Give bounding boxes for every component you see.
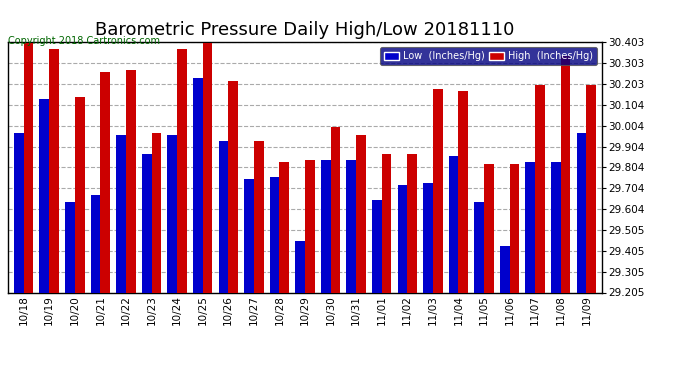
Bar bbox=[474, 202, 484, 292]
Bar bbox=[551, 162, 561, 292]
Bar bbox=[561, 56, 571, 292]
Bar bbox=[382, 154, 391, 292]
Legend: Low  (Inches/Hg), High  (Inches/Hg): Low (Inches/Hg), High (Inches/Hg) bbox=[380, 47, 597, 65]
Bar bbox=[116, 135, 126, 292]
Bar bbox=[577, 133, 586, 292]
Bar bbox=[168, 135, 177, 292]
Bar bbox=[254, 141, 264, 292]
Bar bbox=[23, 43, 33, 292]
Bar bbox=[321, 160, 331, 292]
Bar bbox=[484, 164, 494, 292]
Bar bbox=[14, 133, 23, 292]
Bar bbox=[295, 242, 305, 292]
Bar bbox=[356, 135, 366, 292]
Bar bbox=[305, 160, 315, 292]
Bar bbox=[535, 85, 545, 292]
Bar bbox=[152, 133, 161, 292]
Bar bbox=[397, 185, 407, 292]
Bar bbox=[203, 43, 213, 292]
Bar bbox=[193, 78, 203, 292]
Bar bbox=[448, 156, 458, 292]
Bar bbox=[90, 195, 100, 292]
Bar bbox=[126, 70, 136, 292]
Bar bbox=[510, 164, 520, 292]
Bar bbox=[219, 141, 228, 292]
Bar bbox=[586, 85, 596, 292]
Bar bbox=[39, 99, 49, 292]
Bar bbox=[75, 97, 84, 292]
Bar bbox=[270, 177, 279, 292]
Title: Barometric Pressure Daily High/Low 20181110: Barometric Pressure Daily High/Low 20181… bbox=[95, 21, 515, 39]
Bar bbox=[228, 81, 238, 292]
Bar bbox=[177, 49, 187, 292]
Bar bbox=[244, 179, 254, 292]
Bar bbox=[346, 160, 356, 292]
Bar bbox=[141, 154, 152, 292]
Bar bbox=[372, 200, 382, 292]
Bar bbox=[500, 246, 510, 292]
Bar bbox=[433, 89, 442, 292]
Bar bbox=[49, 49, 59, 292]
Text: Copyright 2018 Cartronics.com: Copyright 2018 Cartronics.com bbox=[8, 36, 160, 46]
Bar bbox=[423, 183, 433, 292]
Bar bbox=[65, 202, 75, 292]
Bar bbox=[407, 154, 417, 292]
Bar bbox=[100, 72, 110, 292]
Bar bbox=[331, 126, 340, 292]
Bar bbox=[279, 162, 289, 292]
Bar bbox=[526, 162, 535, 292]
Bar bbox=[458, 91, 468, 292]
